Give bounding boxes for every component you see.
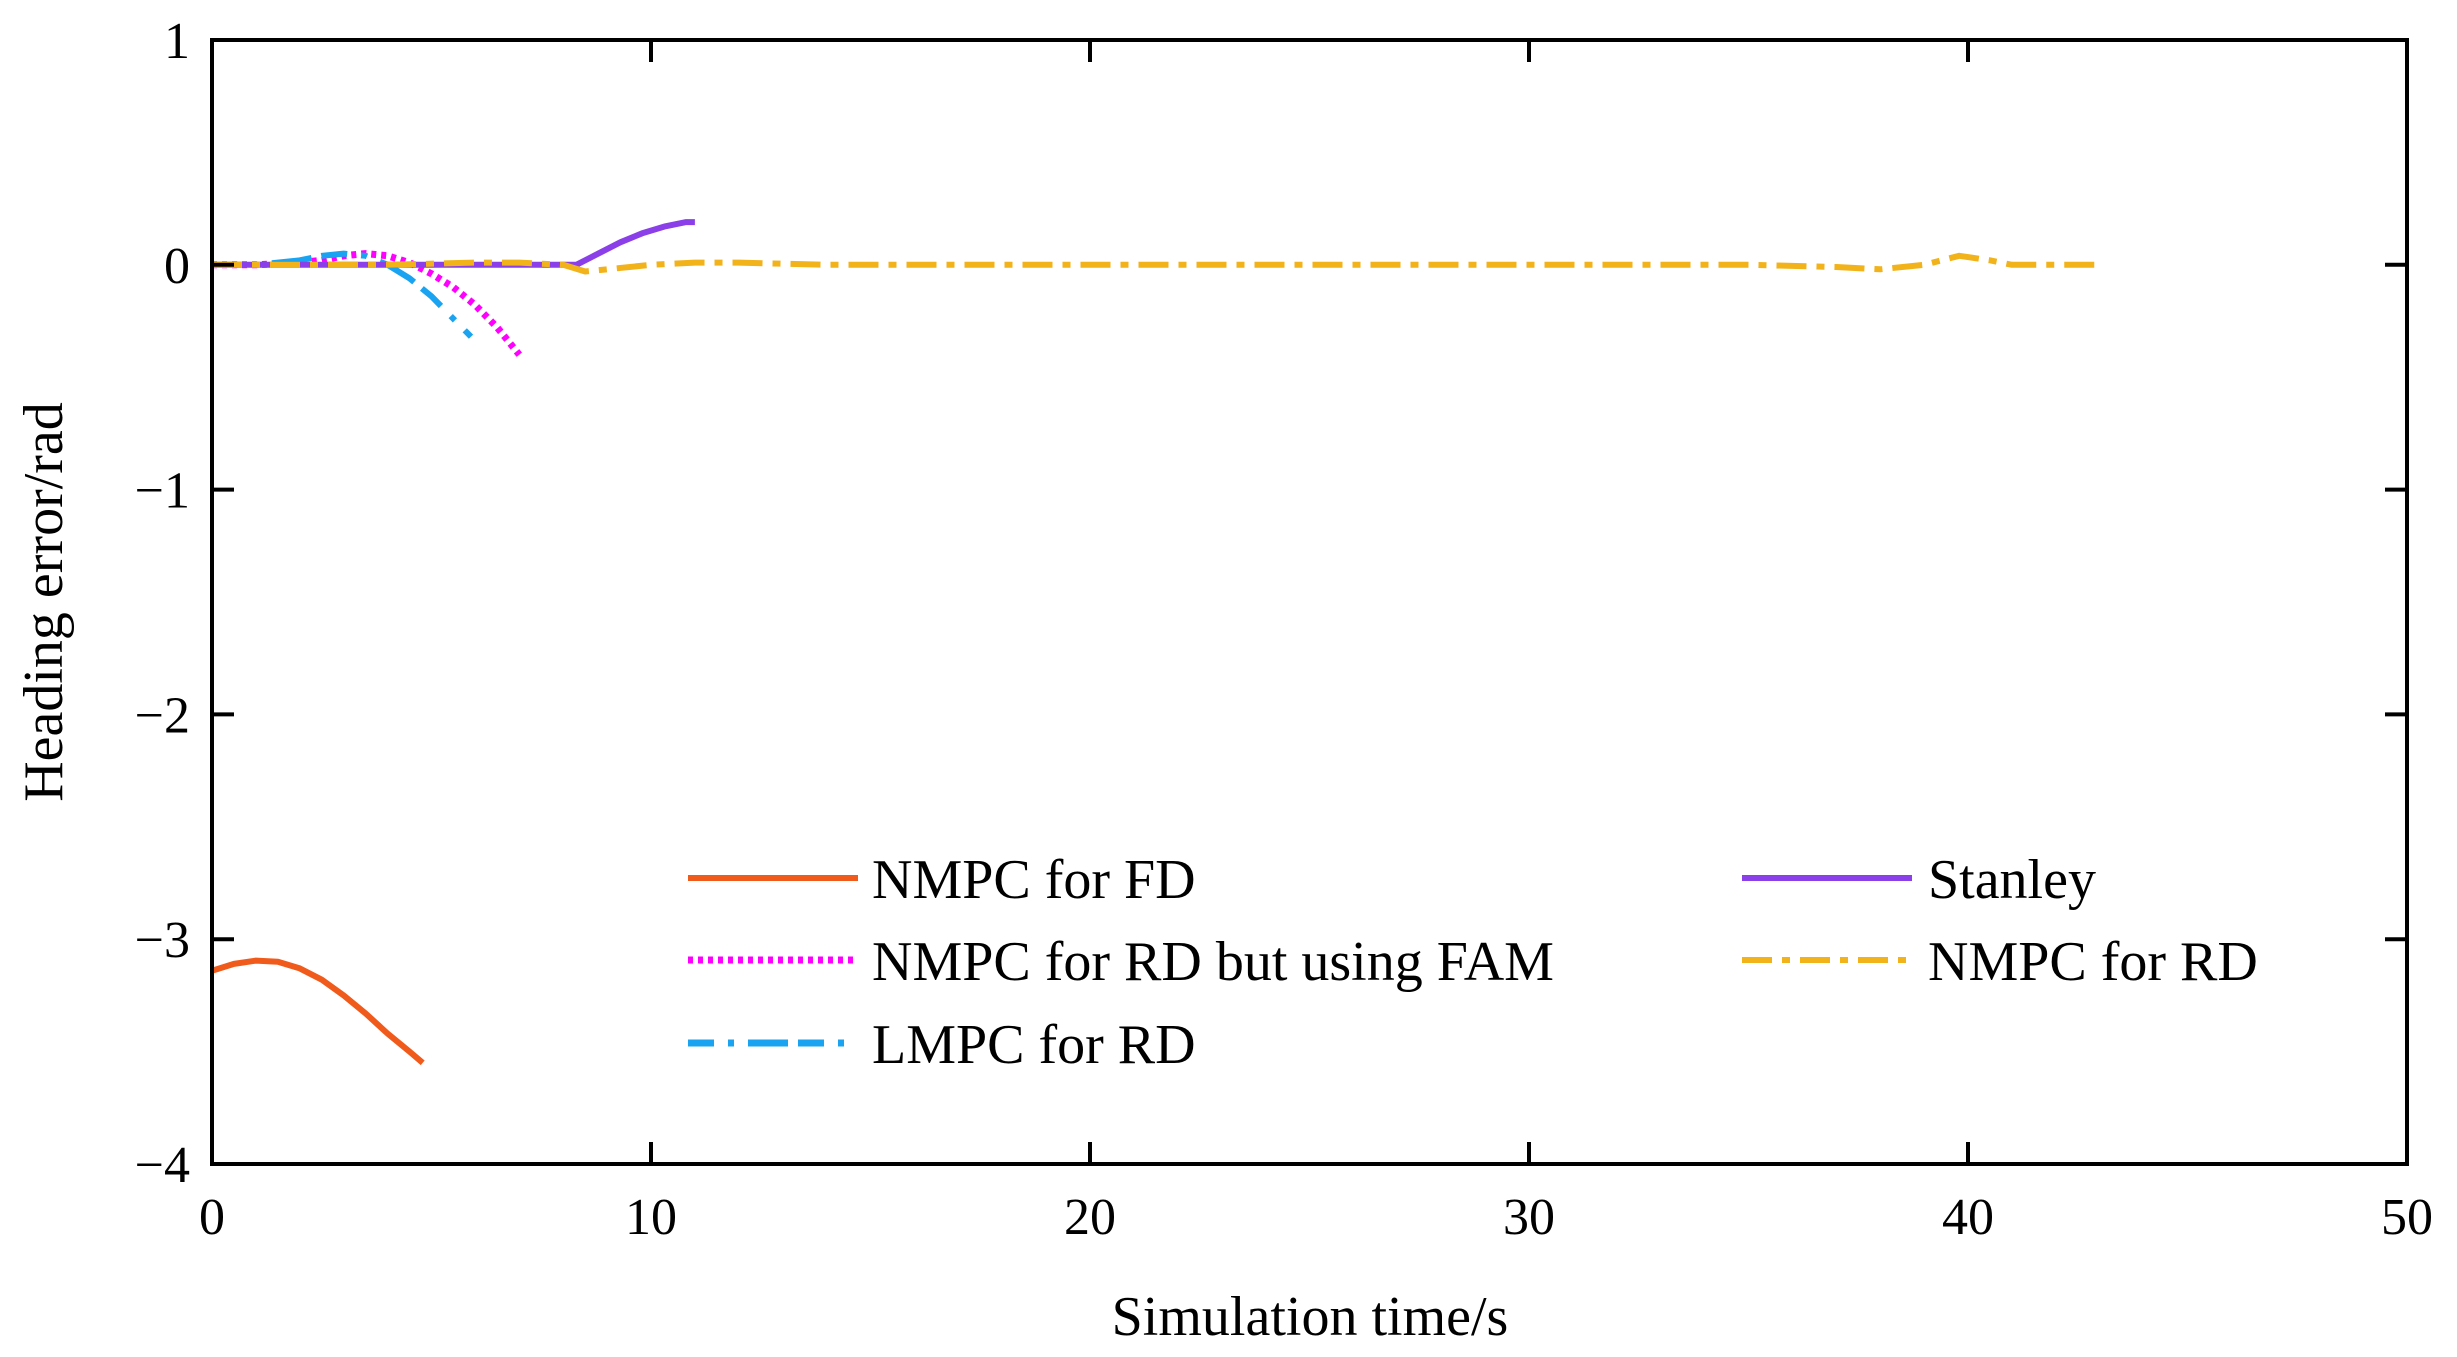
- series-layer: [211, 219, 2100, 1066]
- legend-label-nmpc-rd: NMPC for RD: [1928, 931, 2258, 993]
- legend-label-nmpc-rd-fam: NMPC for RD but using FAM: [872, 931, 1554, 993]
- x-tick-label: 40: [1942, 1189, 1994, 1246]
- x-tick-label: 50: [2381, 1189, 2433, 1246]
- x-tick-label: 20: [1064, 1189, 1116, 1246]
- legend-label-nmpc-fd: NMPC for FD: [872, 849, 1196, 911]
- legend-entry-nmpc-rd-fam: NMPC for RD but using FAM: [688, 931, 1554, 993]
- legend-label-lmpc-rd: LMPC for RD: [872, 1014, 1196, 1076]
- x-axis-title: Simulation time/s: [1112, 1286, 1509, 1348]
- legend-label-stanley: Stanley: [1928, 849, 2096, 911]
- y-tick-label: −2: [135, 687, 190, 744]
- legend-entry-lmpc-rd: LMPC for RD: [688, 1014, 1196, 1076]
- legend-entry-nmpc-rd: NMPC for RD: [1742, 931, 2258, 993]
- y-tick-label: −3: [135, 912, 190, 969]
- plot-frame: [210, 38, 2409, 1166]
- y-tick-label: −4: [135, 1137, 190, 1194]
- y-tick-label: 1: [164, 13, 190, 70]
- x-tick-label: 30: [1503, 1189, 1555, 1246]
- y-tick-label: 0: [164, 238, 190, 295]
- legend: NMPC for FD NMPC for RD but using FAM LM…: [688, 849, 2258, 1076]
- legend-entry-nmpc-fd: NMPC for FD: [688, 849, 1196, 911]
- series-nmpc-rd: [212, 252, 2100, 275]
- x-tick-label: 10: [625, 1189, 677, 1246]
- legend-entry-stanley: Stanley: [1742, 849, 2096, 911]
- y-tick-label: −1: [135, 463, 190, 520]
- x-tick-label: 0: [199, 1189, 225, 1246]
- series-nmpc-fd: [211, 957, 425, 1066]
- y-axis-title: Heading error/rad: [13, 402, 75, 802]
